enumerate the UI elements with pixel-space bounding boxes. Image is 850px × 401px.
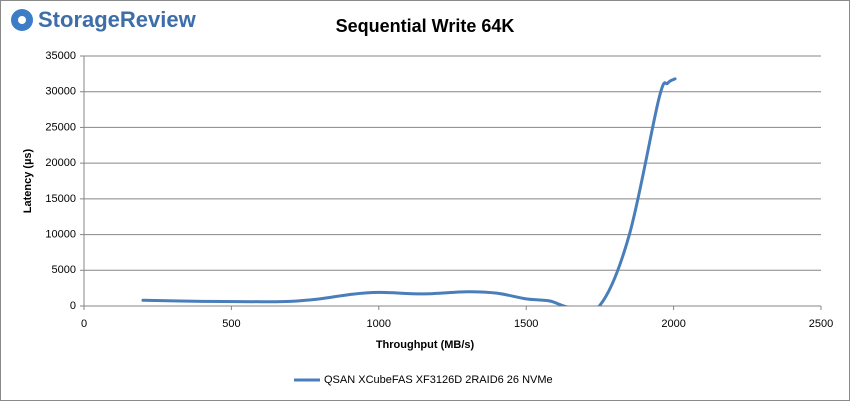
x-tick-label: 500 xyxy=(222,318,240,330)
logo: StorageReview xyxy=(11,7,197,32)
y-tick-label: 15000 xyxy=(45,193,76,205)
x-tick-label: 2000 xyxy=(661,318,685,330)
legend-label: QSAN XCubeFAS XF3126D 2RAID6 26 NVMe xyxy=(324,374,553,386)
y-tick-label: 5000 xyxy=(52,264,76,276)
y-tick-label: 35000 xyxy=(45,50,76,62)
x-axis-label: Throughput (MB/s) xyxy=(376,339,475,351)
logo-icon-hole xyxy=(18,16,26,24)
x-tick-label: 1000 xyxy=(367,318,391,330)
chart-title: Sequential Write 64K xyxy=(336,16,515,36)
logo-text: StorageReview xyxy=(38,7,197,32)
x-tick-label: 1500 xyxy=(514,318,538,330)
x-tick-label: 0 xyxy=(81,318,87,330)
x-tick-label: 2500 xyxy=(809,318,833,330)
y-tick-label: 25000 xyxy=(45,121,76,133)
series-line xyxy=(141,77,677,306)
y-tick-label: 10000 xyxy=(45,228,76,240)
y-tick-label: 0 xyxy=(70,300,76,312)
y-axis-label: Latency (µs) xyxy=(22,148,34,213)
y-tick-label: 30000 xyxy=(45,86,76,98)
y-tick-label: 20000 xyxy=(45,157,76,169)
